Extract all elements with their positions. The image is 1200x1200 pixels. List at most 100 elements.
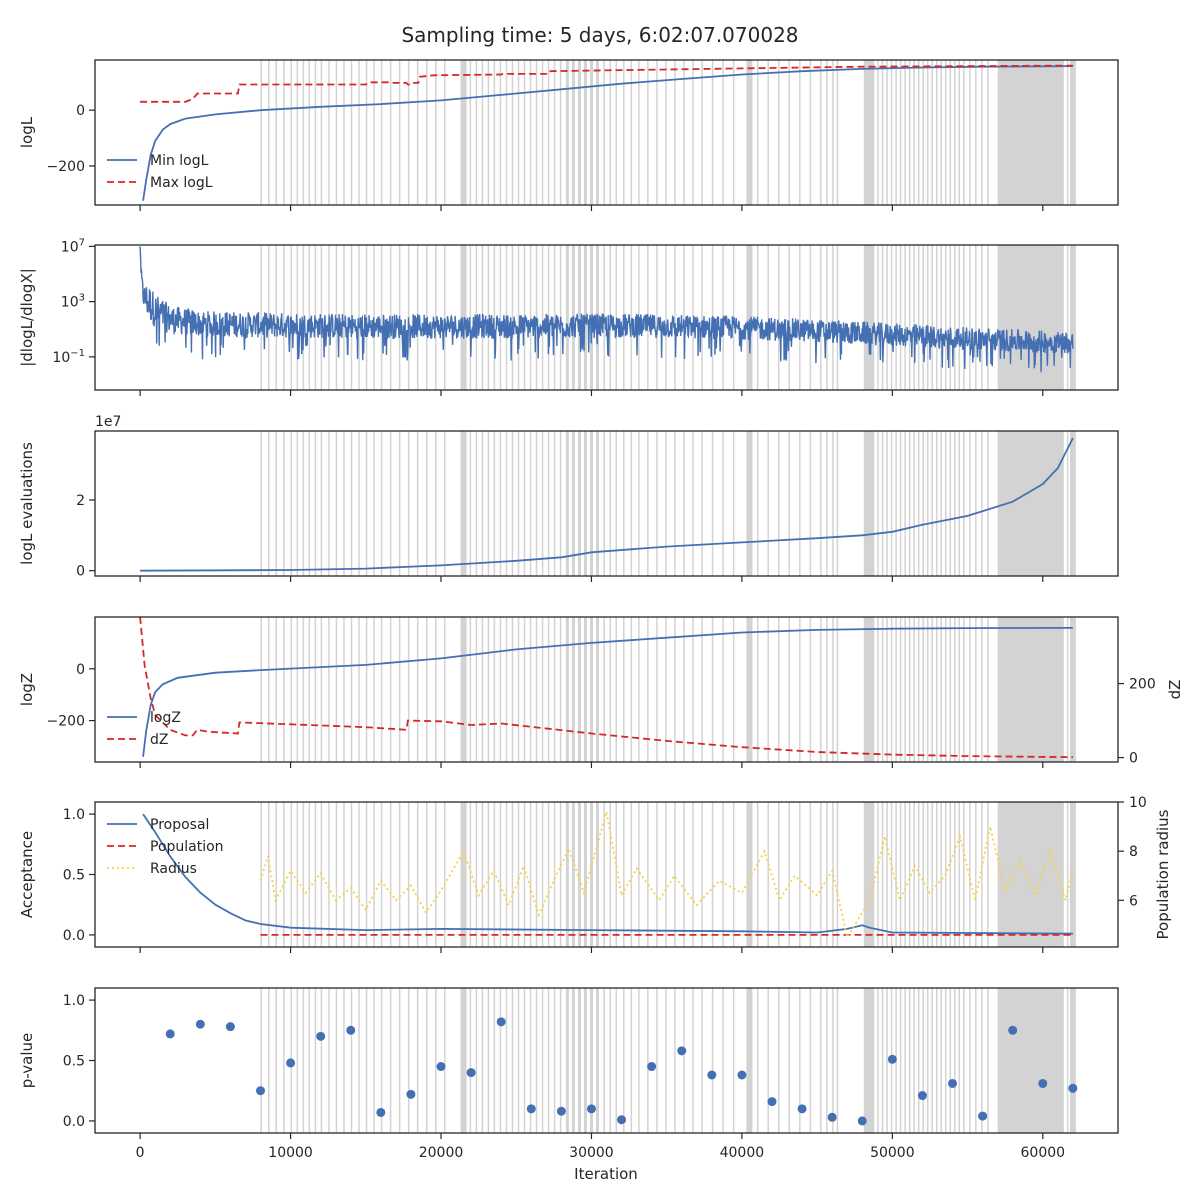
shaded-band [647,617,649,762]
shaded-band [958,245,961,390]
shaded-band [320,617,323,762]
shaded-band [917,60,920,205]
shaded-band [565,802,569,947]
shaded-band [320,60,323,205]
shaded-band [949,617,952,762]
shaded-band [820,617,822,762]
shaded-band [969,431,971,576]
shaded-band [913,802,915,947]
shaded-band [1066,431,1069,576]
shaded-band [275,60,278,205]
data-point [1068,1083,1078,1093]
shaded-band [931,988,933,1133]
shaded-band [908,617,911,762]
shaded-band [589,802,593,947]
shaded-band [615,617,618,762]
shaded-band [460,988,467,1133]
shaded-band [987,988,989,1133]
shaded-band [517,60,520,205]
shaded-band [886,617,888,762]
shaded-band [481,431,484,576]
shaded-band [940,988,942,1133]
plot-area [139,245,1076,390]
shaded-band [913,60,915,205]
shaded-band [701,802,703,947]
shaded-band [832,431,834,576]
shaded-band [1066,617,1069,762]
shaded-band [665,988,667,1133]
series-line [139,246,1074,373]
shaded-band [308,988,311,1133]
shaded-band [460,60,467,205]
shaded-band [958,60,961,205]
shaded-band [314,802,317,947]
shaded-band [308,60,311,205]
y-right-tick-label: 8 [1129,844,1138,860]
shaded-band [832,60,834,205]
shaded-band [425,431,428,576]
shaded-band [908,60,911,205]
shaded-band [799,802,801,947]
plot-area [165,988,1078,1133]
shaded-band [1066,245,1069,390]
shaded-band [416,988,419,1133]
shaded-band [969,988,971,1133]
shaded-band [778,431,780,576]
shaded-band [523,802,526,947]
shaded-band [746,245,753,390]
shaded-band [559,60,562,205]
shaded-band [904,802,906,947]
shaded-band [260,988,262,1133]
shaded-band [571,617,575,762]
shaded-band [505,617,508,762]
shaded-band [487,431,490,576]
shaded-band [559,802,562,947]
shaded-band [832,802,834,947]
shaded-band [926,245,929,390]
shaded-band [343,802,345,947]
shaded-band [890,617,893,762]
shaded-band [647,431,649,576]
plot-area [142,802,1076,947]
shaded-band [963,245,965,390]
shaded-band [260,60,262,205]
shaded-band [529,988,532,1133]
shaded-band [832,245,834,390]
shaded-band [836,431,839,576]
series-logz-line [142,627,1073,757]
data-point [707,1070,717,1080]
shaded-band [623,617,625,762]
shaded-band [380,245,383,390]
shaded-band [683,617,685,762]
shaded-band [638,802,640,947]
shaded-band [756,431,759,576]
shaded-band [553,60,556,205]
shaded-band [609,617,612,762]
shaded-band [940,245,942,390]
shaded-band [1066,60,1069,205]
shaded-band [832,617,834,762]
shaded-band [609,60,612,205]
shaded-band [954,988,956,1133]
shaded-band [987,802,989,947]
shaded-band [577,431,581,576]
shaded-band [296,617,299,762]
shaded-band [589,60,593,205]
shaded-band [541,245,544,390]
shaded-band [296,988,299,1133]
shaded-band [701,245,703,390]
shaded-band [683,988,685,1133]
shaded-band [975,617,977,762]
shaded-band [767,617,769,762]
shaded-band [756,988,759,1133]
shaded-band [969,245,971,390]
shaded-band [603,60,605,205]
shaded-band [296,802,299,947]
shaded-band [460,431,467,576]
shaded-band [917,988,920,1133]
shaded-band [499,60,502,205]
shaded-band [499,802,502,947]
shaded-band [511,431,514,576]
shaded-band [732,802,735,947]
shaded-band [997,988,1064,1133]
